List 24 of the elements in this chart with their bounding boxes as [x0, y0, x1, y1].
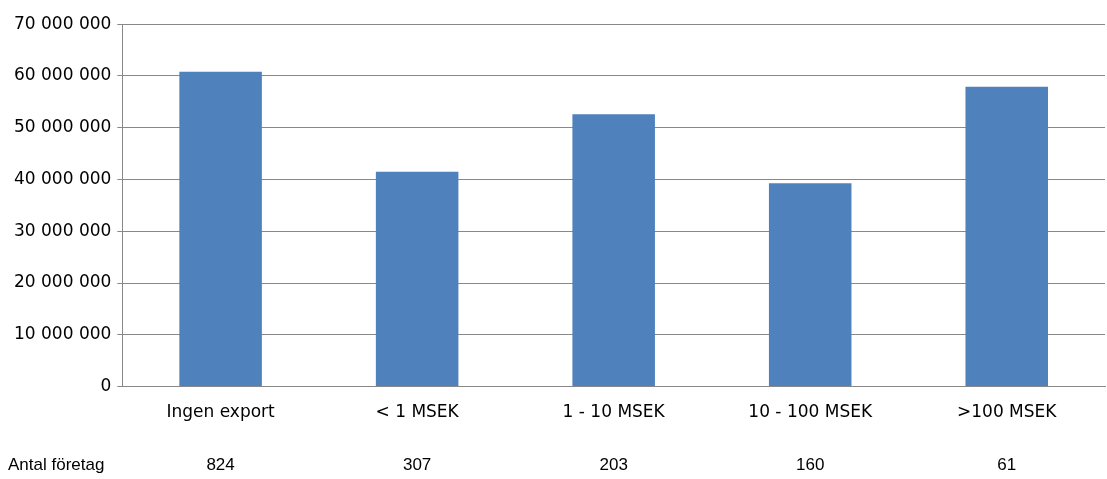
bar	[768, 183, 852, 387]
y-tick-label: 0	[100, 375, 112, 396]
bar	[179, 71, 262, 387]
x-tick-label: 10 - 100 MSEK	[748, 401, 873, 422]
text: 824	[206, 454, 235, 474]
y-tick-label: 40 000 000	[13, 167, 112, 188]
y-tick-label: 50 000 000	[13, 116, 112, 137]
x-tick-label: Ingen export	[166, 401, 276, 422]
text: 160	[796, 454, 825, 474]
bar	[572, 114, 655, 387]
text: 203	[599, 454, 628, 474]
y-tick-label: 60 000 000	[13, 64, 112, 85]
y-tick-label: 10 000 000	[13, 323, 112, 344]
y-tick-label: 30 000 000	[13, 219, 112, 240]
text: Antal företag	[8, 454, 105, 474]
text: 307	[402, 454, 432, 474]
y-tick-label: 20 000 000	[13, 271, 112, 292]
bar	[375, 171, 459, 387]
text: 61	[997, 454, 1017, 474]
y-tick-label: 70 000 000	[13, 12, 112, 33]
bar	[965, 86, 1049, 387]
x-tick-label: < 1 MSEK	[375, 401, 460, 422]
x-tick-label: >100 MSEK	[957, 401, 1058, 422]
x-tick-label: 1 - 10 MSEK	[562, 401, 666, 422]
